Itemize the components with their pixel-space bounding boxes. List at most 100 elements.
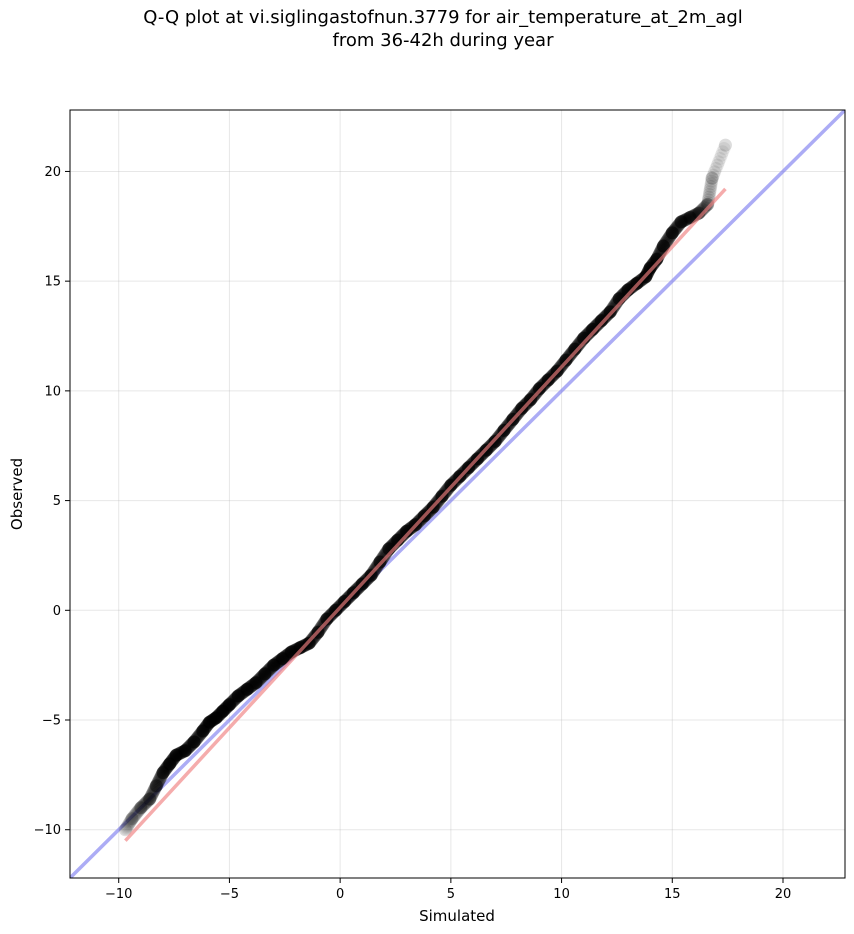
quantile-point <box>705 171 719 185</box>
quantile-point-dense <box>718 138 732 152</box>
quantile-point-dense <box>703 182 717 196</box>
quantile-point-dense <box>140 795 154 809</box>
chart-title-line-2: from 36-42h during year <box>332 30 554 51</box>
quantile-point-dense <box>125 812 139 826</box>
quantile-point <box>665 226 679 240</box>
quantile-point-dense <box>132 803 146 817</box>
quantile-point-dense <box>151 775 165 789</box>
quantile-point-dense <box>134 801 148 815</box>
quantile-point-dense <box>702 190 716 204</box>
y-axis-label: Observed <box>8 458 26 530</box>
chart-title: Q-Q plot at vi.siglingastofnun.3779 for … <box>0 6 854 52</box>
quantile-point-dense <box>704 179 718 193</box>
fit-line <box>124 187 727 842</box>
quantile-point <box>586 322 600 336</box>
y-tick-label: 5 <box>53 494 61 509</box>
quantile-point <box>718 138 732 152</box>
quantile-point-dense <box>133 802 147 816</box>
quantile-point-dense <box>127 809 141 823</box>
quantile-point-dense <box>700 198 714 212</box>
quantile-point-dense <box>121 818 135 832</box>
quantile-point <box>594 314 608 328</box>
quantile-point-dense <box>700 199 714 213</box>
quantile-point-dense <box>124 813 138 827</box>
chart-title-line-1: Q-Q plot at vi.siglingastofnun.3779 for … <box>143 7 743 28</box>
x-tick-label: 15 <box>664 887 681 902</box>
quantile-point <box>267 658 281 672</box>
quantile-point-dense <box>128 808 142 822</box>
quantile-point-dense <box>148 782 162 796</box>
quantile-point <box>276 652 290 666</box>
quantile-point-dense <box>714 148 728 162</box>
x-tick-label: −5 <box>220 887 239 902</box>
x-tick-label: 5 <box>447 887 455 902</box>
quantile-point-dense <box>120 819 134 833</box>
quantile-point-dense <box>149 779 163 793</box>
quantile-point-dense <box>150 778 164 792</box>
x-tick-label: 10 <box>553 887 570 902</box>
y-tick-label: 10 <box>44 384 61 399</box>
quantile-point-dense <box>716 145 730 159</box>
quantile-point-dense <box>145 787 159 801</box>
quantile-point-dense <box>129 807 143 821</box>
x-axis-ticks: −10 −5 0 5 10 15 20 <box>105 878 791 902</box>
quantile-point <box>118 823 132 837</box>
quantile-point <box>249 676 263 690</box>
quantile-point-dense <box>143 791 157 805</box>
quantile-point-dense <box>137 798 151 812</box>
quantile-point-dense <box>704 177 718 191</box>
quantile-point-dense <box>142 792 156 806</box>
quantile-point <box>674 215 688 229</box>
quantile-point-dense <box>120 820 134 834</box>
y-tick-label: −10 <box>34 823 61 838</box>
quantile-point-dense <box>712 155 726 169</box>
quantile-point-dense <box>702 187 716 201</box>
quantile-point-dense <box>139 796 153 810</box>
y-axis-ticks: −10 −5 0 5 10 15 20 <box>34 165 70 838</box>
y-tick-label: −5 <box>42 714 61 729</box>
quantile-point-dense <box>126 810 140 824</box>
quantile-point-dense <box>131 805 145 819</box>
grid <box>70 110 845 878</box>
quantile-point-dense <box>138 797 152 811</box>
quantile-point <box>240 682 254 696</box>
quantile-point <box>231 689 245 703</box>
quantile-point-dense <box>698 200 712 214</box>
quantile-point-dense <box>713 151 727 165</box>
quantile-point-dense <box>705 174 719 188</box>
quantile-point <box>187 735 201 749</box>
quantile-point-dense <box>136 799 150 813</box>
quantile-point-dense <box>122 817 136 831</box>
quantile-point <box>568 342 582 356</box>
quantile-point-dense <box>705 171 719 185</box>
plot-frame <box>69 109 846 879</box>
quantile-point <box>683 211 697 225</box>
quantile-point-dense <box>703 185 717 199</box>
quantile-point-dense <box>146 785 160 799</box>
quantile-point-dense <box>717 141 731 155</box>
quantile-point <box>258 667 272 681</box>
quantile-point-dense <box>124 814 138 828</box>
y-tick-label: 15 <box>44 275 61 290</box>
quantile-point-dense <box>130 806 144 820</box>
quantile-point-dense <box>135 800 149 814</box>
x-tick-label: 0 <box>336 887 344 902</box>
quantile-point <box>134 801 148 815</box>
quantile-point-dense <box>144 789 158 803</box>
quantile-points <box>118 138 732 837</box>
quantile-point-dense <box>699 199 713 213</box>
quantile-point-dense <box>131 804 145 818</box>
quantile-point-dense <box>150 777 164 791</box>
quantile-point <box>701 197 715 211</box>
quantile-point <box>656 239 670 253</box>
quantile-point <box>125 812 139 826</box>
x-tick-label: −10 <box>105 887 132 902</box>
quantile-point-dense <box>122 816 136 830</box>
quantile-point <box>178 744 192 758</box>
quantile-point <box>222 698 236 712</box>
quantile-point <box>400 524 414 538</box>
quantile-point-dense <box>118 823 132 837</box>
quantile-point-dense <box>146 786 160 800</box>
quantile-point-dense <box>708 165 722 179</box>
x-axis-label: Simulated <box>419 907 495 925</box>
